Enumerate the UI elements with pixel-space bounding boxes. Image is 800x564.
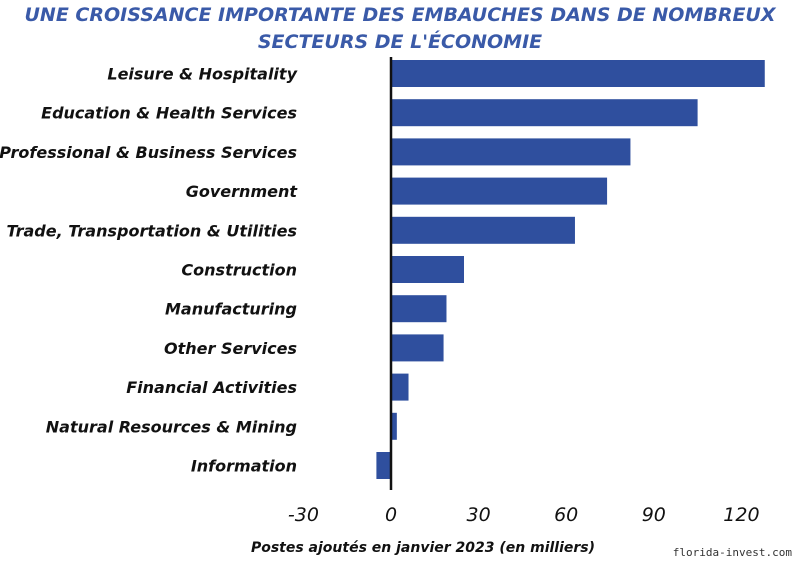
bar-1 <box>391 60 765 87</box>
bar-8 <box>391 334 444 362</box>
bar-9 <box>391 373 409 401</box>
category-label-1: Leisure & Hospitality <box>107 65 297 84</box>
bar-11 <box>376 452 391 479</box>
category-label-6: Construction <box>181 261 297 280</box>
category-label-4: Government <box>186 182 299 201</box>
bar-10 <box>391 412 397 440</box>
x-tick-label-2: 0 <box>385 504 397 526</box>
x-tick-label-1: -30 <box>288 504 319 526</box>
chart-title-line-2: SECTEURS DE L'ÉCONOMIE <box>257 31 543 53</box>
category-label-7: Manufacturing <box>165 300 297 319</box>
bar-3 <box>391 138 631 166</box>
bar-7 <box>391 295 447 323</box>
category-label-10: Natural Resources & Mining <box>46 417 297 436</box>
chart-title-line-1: UNE CROISSANCE IMPORTANTE DES EMBAUCHES … <box>24 4 776 26</box>
chart-title: UNE CROISSANCE IMPORTANTE DES EMBAUCHES … <box>0 2 800 56</box>
category-label-11: Information <box>191 457 297 476</box>
category-label-9: Financial Activities <box>126 378 297 397</box>
category-label-2: Education & Health Services <box>41 104 297 123</box>
bar-6 <box>391 256 464 283</box>
x-tick-label-6: 120 <box>723 504 759 526</box>
x-tick-label-3: 30 <box>467 504 491 526</box>
bar-2 <box>391 99 698 127</box>
bar-5 <box>391 216 575 244</box>
category-label-8: Other Services <box>164 339 297 358</box>
x-tick-label-5: 90 <box>642 504 666 526</box>
category-label-3: Professional & Business Services <box>0 143 297 162</box>
x-axis-label: Postes ajoutés en janvier 2023 (en milli… <box>251 540 595 556</box>
watermark: florida-invest.com <box>672 546 792 559</box>
x-tick-label-4: 60 <box>554 504 578 526</box>
category-label-5: Trade, Transportation & Utilities <box>6 221 297 240</box>
bar-4 <box>391 177 608 205</box>
